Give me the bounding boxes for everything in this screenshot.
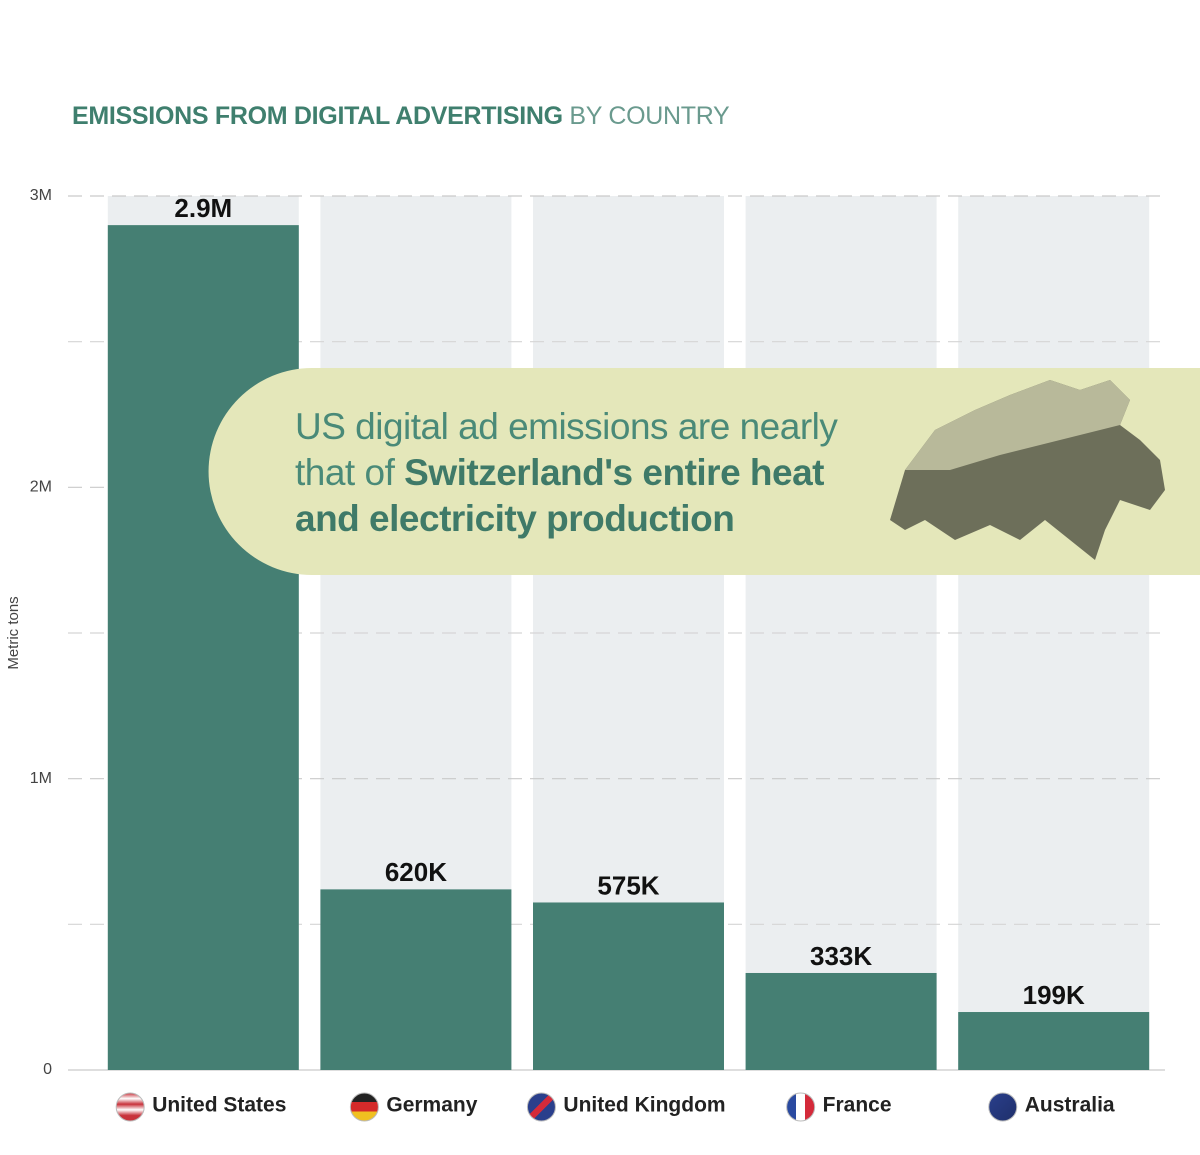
bar xyxy=(320,889,512,1070)
title-main: EMISSIONS FROM DIGITAL ADVERTISING xyxy=(72,102,563,130)
y-tick-label: 1M xyxy=(30,770,52,787)
bar-track xyxy=(958,196,1150,1070)
flag-icon xyxy=(988,1092,1018,1122)
flag-icon xyxy=(786,1092,816,1122)
annotation-emphasis: Switzerland's entire heat and electricit… xyxy=(295,452,825,539)
x-tick-label: United States xyxy=(152,1094,286,1117)
annotation-banner xyxy=(208,368,1200,575)
x-tick-label: France xyxy=(823,1094,892,1117)
value-label: 199K xyxy=(1023,980,1085,1010)
y-tick-label: 3M xyxy=(30,187,52,204)
x-tick-label: Australia xyxy=(1025,1094,1115,1117)
bar xyxy=(107,225,299,1071)
bars xyxy=(107,225,1150,1071)
flag-icon xyxy=(526,1092,556,1122)
value-label: 2.9M xyxy=(174,193,232,223)
value-label: 575K xyxy=(597,870,659,900)
annotation: US digital ad emissions are nearly that … xyxy=(295,404,895,542)
bar xyxy=(533,902,724,1070)
value-label: 620K xyxy=(385,857,447,887)
y-tick-label: 0 xyxy=(43,1061,52,1078)
chart-title: EMISSIONS FROM DIGITAL ADVERTISING BY CO… xyxy=(72,102,730,131)
annotation-text: US digital ad emissions are nearly that … xyxy=(295,406,838,493)
switzerland-plateau xyxy=(905,380,1130,470)
y-axis-label: Metric tons xyxy=(5,596,22,669)
flag-icon xyxy=(115,1092,145,1122)
x-tick-label: United Kingdom xyxy=(563,1094,725,1117)
y-tick-label: 2M xyxy=(30,479,52,496)
flag-icon xyxy=(349,1092,379,1122)
bar xyxy=(745,972,937,1070)
title-sub: BY COUNTRY xyxy=(569,102,730,130)
bar xyxy=(958,1012,1150,1070)
value-label: 333K xyxy=(810,941,872,971)
x-tick-label: Germany xyxy=(386,1094,477,1117)
